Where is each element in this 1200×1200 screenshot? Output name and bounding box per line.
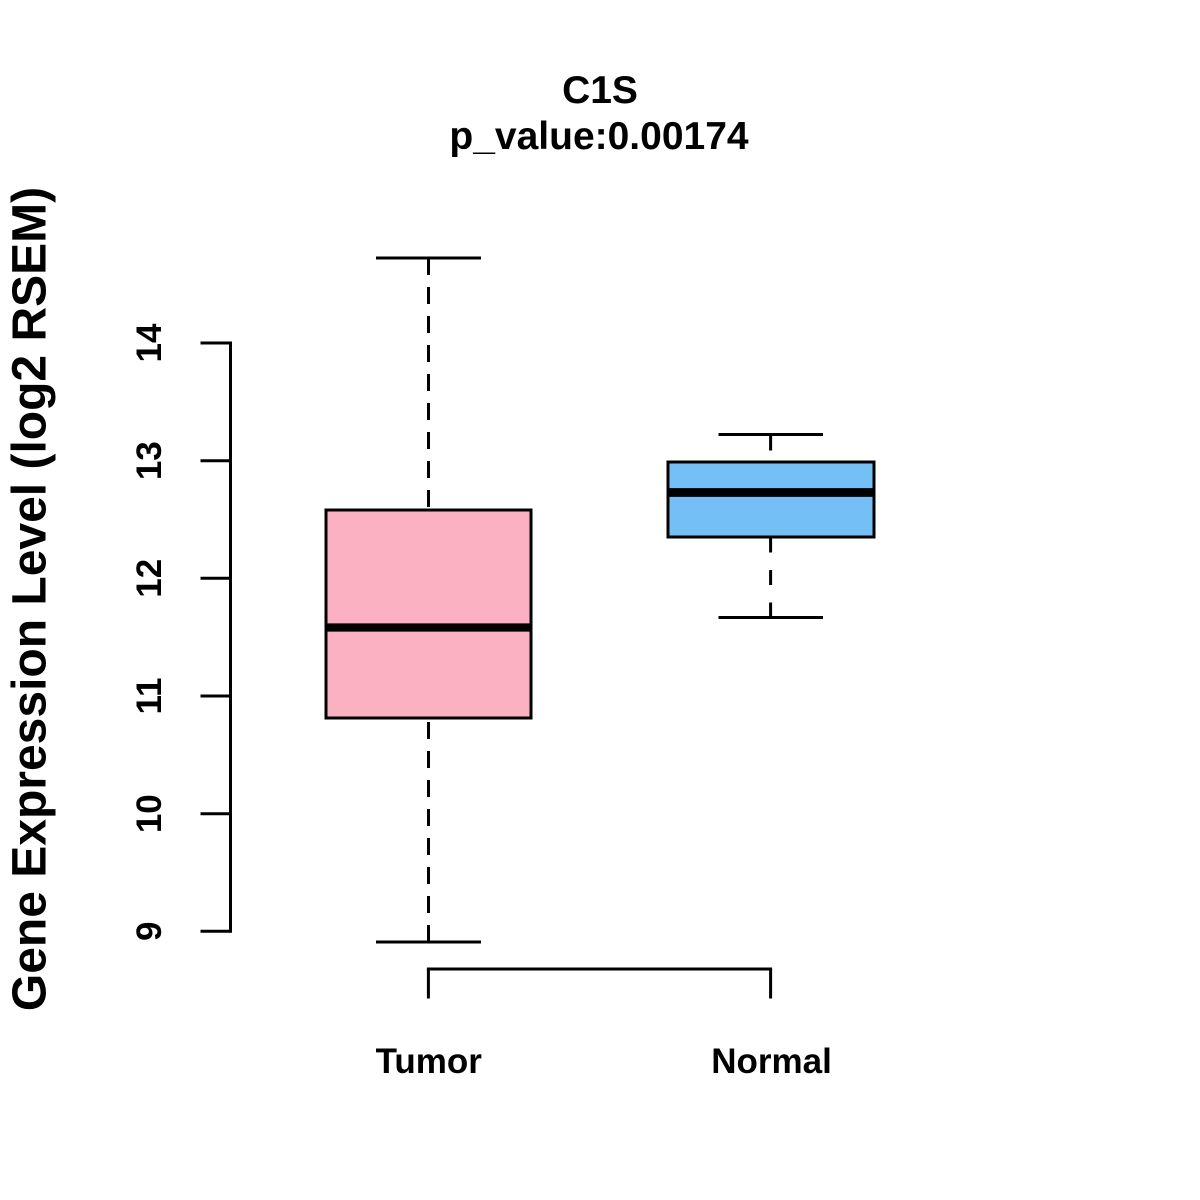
svg-text:p_value:0.00174: p_value:0.00174 xyxy=(449,115,749,158)
svg-text:13: 13 xyxy=(130,441,169,480)
svg-text:C1S: C1S xyxy=(562,69,638,112)
svg-text:Gene Expression Level (log2 RS: Gene Expression Level (log2 RSEM) xyxy=(4,187,57,1011)
svg-text:10: 10 xyxy=(130,794,169,833)
svg-text:9: 9 xyxy=(130,922,169,941)
svg-text:12: 12 xyxy=(130,559,169,598)
svg-text:Normal: Normal xyxy=(711,1042,832,1081)
svg-text:11: 11 xyxy=(130,678,169,715)
svg-text:Tumor: Tumor xyxy=(376,1042,483,1081)
svg-text:14: 14 xyxy=(130,323,169,362)
